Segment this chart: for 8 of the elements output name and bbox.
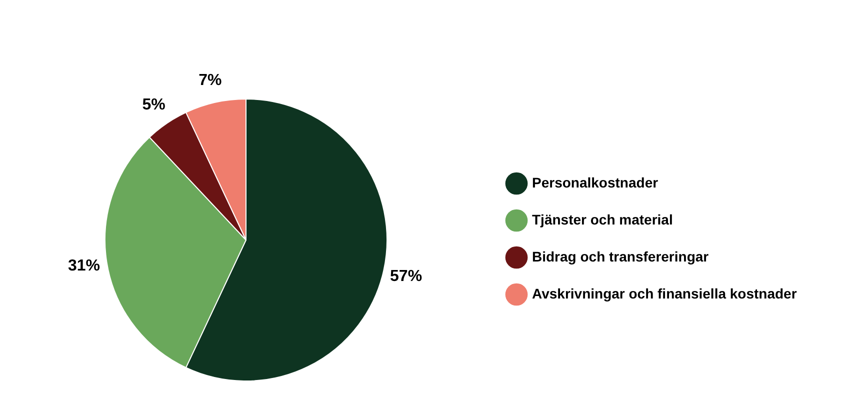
data-label: 31%	[68, 258, 100, 275]
legend-label: Bidrag och transfereringar	[532, 248, 710, 264]
data-label: 7%	[198, 72, 222, 89]
legend-label: Avskrivningar och finansiella kostnader	[532, 286, 798, 302]
legend-label: Personalkostnader	[532, 174, 659, 190]
data-label: 57%	[390, 268, 422, 285]
legend-label: Tjänster och material	[532, 212, 673, 228]
data-label: 5%	[142, 96, 166, 114]
